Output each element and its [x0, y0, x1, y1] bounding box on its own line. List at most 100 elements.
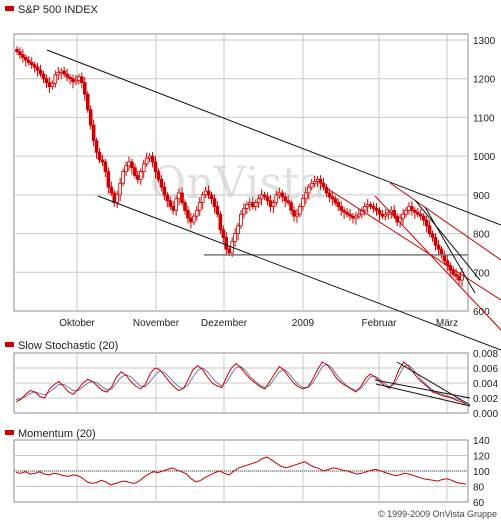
- x-tick-label: 2009: [292, 318, 315, 329]
- candle-body: [418, 213, 423, 217]
- candle-body: [32, 64, 37, 68]
- candle-body: [289, 202, 293, 211]
- candle-body: [168, 200, 173, 207]
- candle-body: [324, 186, 329, 194]
- candle-body: [380, 213, 385, 217]
- trend-lines: [46, 49, 501, 351]
- candle-body: [315, 178, 320, 182]
- candle-body: [200, 194, 205, 204]
- candle-body: [377, 209, 382, 215]
- momentum-lines: [14, 456, 468, 486]
- candle-body: [153, 161, 158, 173]
- candle-body: [218, 213, 223, 231]
- y-tick-label: 1200: [473, 75, 496, 86]
- candle-body: [118, 182, 122, 196]
- candle-body: [103, 161, 108, 173]
- trend-line: [389, 182, 501, 261]
- candle-body: [26, 59, 31, 63]
- candle-body: [156, 171, 161, 180]
- candle-body: [212, 198, 217, 207]
- candle-body: [68, 76, 72, 80]
- candle-body: [88, 109, 93, 126]
- candle-body: [268, 200, 273, 207]
- candle-body: [351, 215, 355, 219]
- candle-body: [215, 206, 220, 215]
- candle-body: [53, 74, 58, 84]
- candle-body: [44, 78, 49, 83]
- candle-body: [74, 79, 78, 83]
- x-tick-label: Oktober: [59, 318, 95, 329]
- candle-body: [165, 194, 170, 202]
- candle-body: [415, 211, 420, 215]
- candle-body: [100, 159, 105, 163]
- candle-body: [24, 57, 28, 61]
- y-tick-label: 0.006: [473, 364, 498, 375]
- candle-body: [174, 198, 178, 211]
- candle-body: [38, 69, 43, 75]
- candle-body: [124, 165, 128, 173]
- candle-body: [159, 178, 164, 188]
- candle-body: [121, 171, 125, 184]
- y-tick-label: 600: [473, 307, 490, 318]
- candle-body: [424, 219, 429, 227]
- y-tick-label: 900: [473, 191, 490, 202]
- title-marker: [5, 342, 14, 347]
- stochastic-trend-line: [396, 361, 471, 406]
- candle-body: [274, 194, 279, 204]
- momentum-y-tick-labels: 60 80 100 120 140: [473, 436, 490, 509]
- price-y-tick-labels: 600 700 800 900 1000 1100 1200 1300: [473, 36, 496, 318]
- candle-body: [29, 62, 34, 66]
- candle-body: [50, 82, 55, 87]
- candle-body: [292, 209, 296, 217]
- candle-body: [374, 208, 379, 211]
- candle-body: [80, 76, 84, 83]
- y-tick-label: 1300: [473, 36, 496, 47]
- candle-body: [298, 206, 302, 215]
- stochastic-trend-line: [374, 379, 471, 399]
- candle-body: [180, 192, 184, 204]
- candle-body: [62, 70, 66, 75]
- candle-body: [127, 161, 131, 167]
- candle-body: [186, 209, 190, 219]
- trend-line: [46, 49, 501, 226]
- candle-body: [433, 237, 438, 246]
- candle-body: [189, 217, 193, 223]
- stochastic-chart-title: Slow Stochastic (20): [18, 340, 118, 352]
- candle-body: [368, 204, 373, 207]
- candle-body: [194, 209, 199, 217]
- stochastic-trend-line: [375, 383, 471, 407]
- panel-frame: [13, 33, 469, 312]
- candle-body: [398, 217, 402, 223]
- candle-body: [141, 163, 146, 173]
- candle-body: [309, 182, 314, 188]
- candle-body: [430, 233, 435, 238]
- candle-body: [365, 204, 370, 207]
- candle-body: [192, 215, 196, 223]
- candle-body: [339, 206, 343, 211]
- stochastic-y-tick-labels: 0.000 0.002 0.004 0.006 0.008: [473, 349, 498, 420]
- candle-body: [171, 206, 175, 211]
- candle-body: [224, 237, 229, 250]
- candle-body: [112, 192, 117, 204]
- candle-body: [41, 73, 46, 80]
- candle-body: [413, 209, 417, 213]
- trend-line: [374, 195, 501, 331]
- price-candles: [15, 46, 464, 287]
- candle-body: [203, 190, 208, 196]
- candle-body: [239, 213, 243, 227]
- y-tick-label: 1000: [473, 152, 496, 163]
- candle-body: [404, 209, 408, 215]
- title-marker: [5, 430, 14, 435]
- stochastic-k-line: [15, 361, 467, 405]
- candle-body: [236, 225, 240, 234]
- candle-body: [147, 155, 152, 159]
- candle-body: [177, 192, 181, 200]
- candle-body: [259, 194, 264, 200]
- candle-body: [256, 198, 261, 204]
- candle-body: [233, 233, 237, 242]
- x-tick-label: März: [436, 318, 458, 329]
- candle-body: [321, 182, 326, 188]
- candle-body: [82, 82, 87, 95]
- candle-body: [227, 248, 231, 254]
- candle-body: [410, 206, 414, 211]
